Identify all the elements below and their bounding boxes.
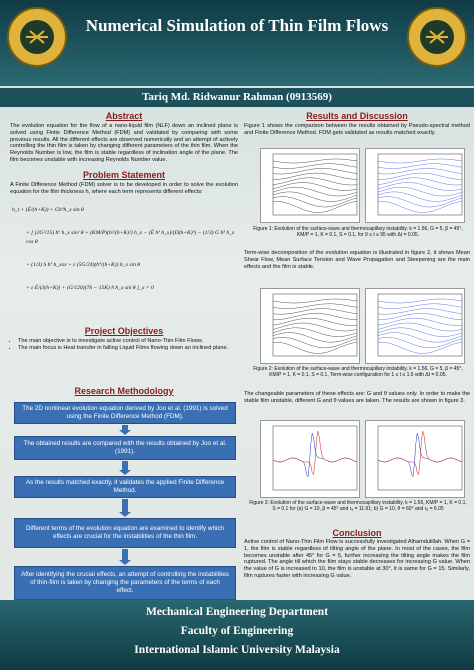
logo-left [7, 7, 67, 67]
equation-line: + ε Ē/(3(h+K)) + (G/120)(7h − 15K) h h_x… [26, 285, 154, 291]
heading: Results and Discussion [306, 111, 408, 121]
paragraph: The changeable parameters of these effec… [244, 391, 470, 404]
bullet: The main focus is Heat transfer in falli… [18, 345, 238, 352]
caption: Figure 3: Evolution of the surface-wave … [249, 500, 467, 513]
flow-arrow [119, 425, 131, 435]
flow-box: Different terms of the evolution equatio… [14, 518, 236, 548]
paragraph: Term-wise decomposition of the evolution… [244, 250, 470, 270]
logo-right [407, 7, 467, 67]
flow-box: The obtained results are compared with t… [14, 436, 236, 460]
footer-line: Faculty of Engineering [180, 625, 294, 637]
figure-plot [365, 420, 465, 498]
paragraph: A Finite Difference Method (FDM) solver … [10, 182, 238, 195]
heading: Problem Statement [82, 170, 166, 180]
paragraph: The evolution equation for the flow of a… [10, 123, 238, 163]
flow-arrow [119, 549, 131, 565]
figure-plot [365, 148, 465, 223]
flow-arrow [119, 461, 131, 475]
heading: Conclusion [332, 528, 382, 538]
figure-plot [260, 148, 360, 223]
caption: Figure 2: Evolution of the surface-wave … [253, 366, 463, 379]
equation-line: h_t + (Ē/(h+K)) + Gh³h_x sin θ [12, 207, 84, 213]
paragraph: Active control of Nano-Thin Film Flow is… [244, 539, 470, 579]
footer-line: International Islamic University Malaysi… [134, 644, 340, 656]
figure-plot [260, 420, 360, 498]
flow-arrow [119, 499, 131, 517]
title: Numerical Simulation of Thin Film Flows [85, 16, 389, 35]
heading: Research Methodology [74, 386, 174, 396]
heading: Project Objectives [84, 326, 164, 336]
bullet-list: The main objective is to investigate act… [10, 338, 238, 352]
bullet: The main objective is to investigate act… [18, 338, 238, 345]
figure-plot [365, 288, 465, 364]
equation-line: + (1/3) S h³ h_xxx + ε (5G/24)(h⁴/(h+K))… [26, 262, 141, 268]
footer-band [0, 600, 474, 670]
flow-box: The 2D nonlinear evolution equation deri… [14, 402, 236, 424]
equation-line: + [ (2G²/15) h⁶ h_x sin² θ + (KM/P)(h²/(… [26, 230, 235, 245]
flow-box: As the results matched exactly, it valid… [14, 476, 236, 498]
figure-plot [260, 288, 360, 364]
equation: h_t + (Ē/(h+K)) + Gh³h_x sin θ + [ (2G²/1… [12, 206, 238, 307]
author: Tariq Md. Ridwanur Rahman (0913569) [0, 88, 474, 107]
heading: Abstract [105, 111, 143, 121]
footer-line: Mechanical Engineering Department [145, 606, 329, 618]
caption: Figure 1: Evolution of the surface-wave … [253, 226, 463, 239]
paragraph: Figure 1 shows the comparison between th… [244, 123, 470, 136]
flow-box: After identifying the crucial effects, a… [14, 566, 236, 600]
header-band [0, 0, 474, 86]
